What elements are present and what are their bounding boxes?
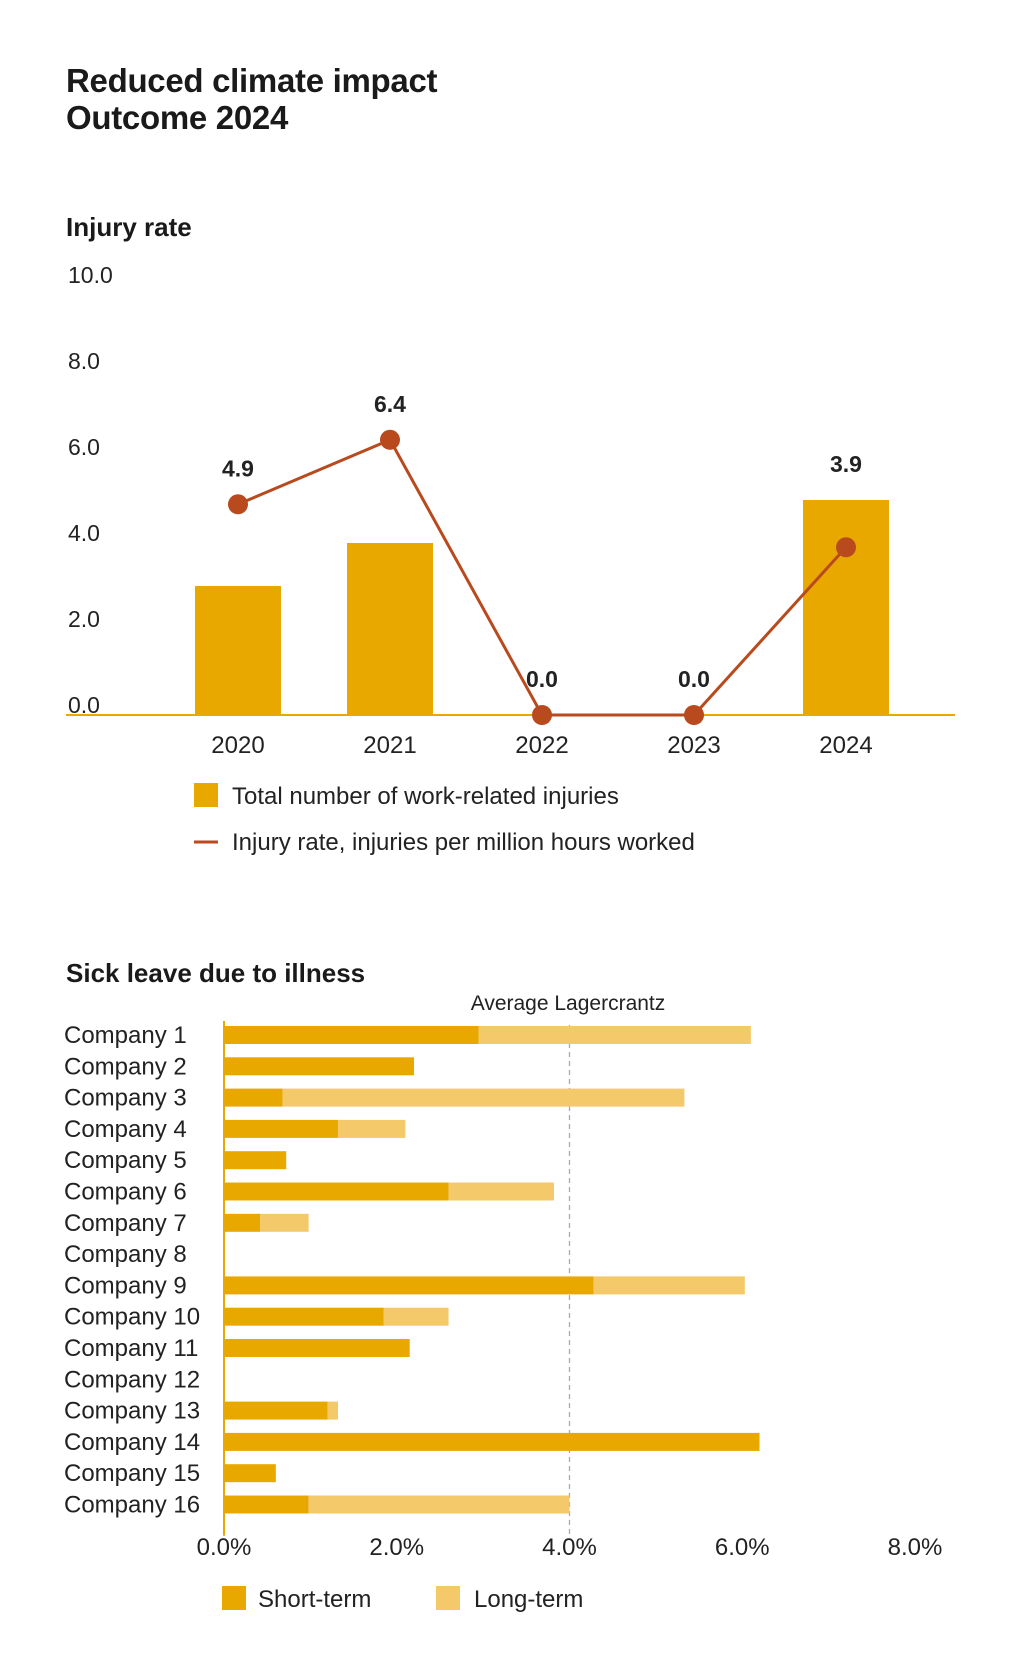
x-tick-label: 4.0% — [542, 1534, 597, 1561]
page-title-line-2: Outcome 2024 — [66, 99, 289, 136]
bar-long-term — [338, 1119, 406, 1138]
category-label: Company 7 — [64, 1210, 187, 1237]
sick-leave-chart: Average Lagercrantz Company 1 Company 2 Com… — [64, 992, 943, 1613]
y-tick-label: 8.0 — [68, 348, 100, 374]
bar-long-term — [383, 1307, 449, 1326]
injury-rate-title: Injury rate — [66, 212, 192, 242]
bar-short-term — [224, 1119, 339, 1138]
bar-short-term — [224, 1182, 449, 1201]
bar-short-term — [224, 1213, 261, 1232]
legend-long-term-swatch — [436, 1586, 460, 1610]
category-label: Company 3 — [64, 1085, 187, 1112]
category-label: Company 2 — [64, 1053, 187, 1080]
bar-long-term — [478, 1026, 751, 1044]
bar-long-term — [448, 1182, 554, 1201]
bar-long-term — [260, 1213, 309, 1232]
x-tick-label: 2021 — [363, 732, 416, 759]
legend-bar-label: Total number of work-related injuries — [232, 783, 619, 810]
bar-short-term — [224, 1495, 309, 1514]
bar-injuries-2020 — [195, 586, 281, 715]
bar-short-term — [224, 1464, 276, 1483]
category-label: Company 1 — [64, 1022, 187, 1049]
bar-long-term — [327, 1401, 339, 1420]
x-tick-label: 2.0% — [369, 1534, 424, 1561]
bar-short-term — [224, 1401, 328, 1420]
bar-long-term — [308, 1495, 570, 1514]
injury-rate-point-2022 — [532, 705, 552, 725]
category-label: Company 13 — [64, 1398, 200, 1425]
y-tick-label: 2.0 — [68, 606, 100, 632]
injury-rate-point-2021 — [380, 429, 400, 450]
average-reference-label: Average Lagercrantz — [471, 992, 666, 1015]
bar-short-term — [224, 1151, 287, 1170]
data-label-2020: 4.9 — [222, 455, 254, 481]
bar-injuries-2021 — [347, 543, 433, 715]
y-tick-label: 0.0 — [68, 692, 100, 718]
bar-short-term — [224, 1088, 283, 1107]
injury-rate-point-2020 — [228, 494, 248, 515]
bar-short-term — [224, 1276, 594, 1295]
category-label: Company 8 — [64, 1241, 187, 1268]
data-label-2023: 0.0 — [678, 666, 710, 692]
bar-short-term — [224, 1057, 415, 1076]
x-tick-label: 2020 — [211, 732, 264, 759]
category-label: Company 4 — [64, 1116, 187, 1143]
legend-line-label: Injury rate, injuries per million hours … — [232, 829, 695, 856]
sick-leave-title: Sick leave due to illness — [66, 958, 366, 988]
category-label: Company 14 — [64, 1429, 200, 1456]
data-label-2024: 3.9 — [830, 451, 862, 477]
category-label: Company 6 — [64, 1179, 187, 1206]
bar-short-term — [224, 1026, 479, 1044]
page-title: Reduced climate impact Outcome 2024 — [66, 62, 438, 136]
bar-short-term — [224, 1432, 760, 1451]
legend-long-term-label: Long-term — [474, 1586, 583, 1613]
injury-rate-chart: 10.0 8.0 6.0 4.0 2.0 0.0 4.9 6.4 0.0 0.0 3.9 2020 20… — [66, 262, 955, 856]
bar-injuries-2024 — [803, 500, 889, 715]
bar-long-term — [593, 1276, 745, 1295]
x-tick-label: 2022 — [515, 732, 568, 759]
category-label: Company 11 — [64, 1335, 198, 1362]
legend-short-term-swatch — [222, 1586, 246, 1610]
injury-rate-point-2024 — [836, 537, 856, 558]
data-label-2021: 6.4 — [374, 391, 406, 417]
category-label: Company 5 — [64, 1147, 187, 1174]
bar-short-term — [224, 1339, 410, 1357]
page-title-line-1: Reduced climate impact — [66, 62, 438, 99]
x-tick-label: 2024 — [819, 732, 872, 759]
bar-short-term — [224, 1307, 384, 1326]
x-tick-label: 0.0% — [197, 1534, 252, 1561]
legend-short-term-label: Short-term — [258, 1586, 371, 1613]
bar-long-term — [282, 1088, 685, 1107]
category-label: Company 9 — [64, 1272, 187, 1299]
injury-rate-point-2023 — [684, 705, 704, 725]
legend-bar-swatch — [194, 783, 218, 807]
category-label: Company 16 — [64, 1492, 200, 1519]
x-tick-label: 8.0% — [888, 1534, 943, 1561]
category-label: Company 10 — [64, 1304, 200, 1331]
y-tick-label: 4.0 — [68, 520, 100, 546]
category-label: Company 15 — [64, 1460, 200, 1487]
data-label-2022: 0.0 — [526, 666, 558, 692]
y-tick-label: 10.0 — [68, 262, 113, 288]
y-tick-label: 6.0 — [68, 434, 100, 460]
x-tick-label: 6.0% — [715, 1534, 770, 1561]
category-label: Company 12 — [64, 1366, 200, 1393]
x-tick-label: 2023 — [667, 732, 720, 759]
